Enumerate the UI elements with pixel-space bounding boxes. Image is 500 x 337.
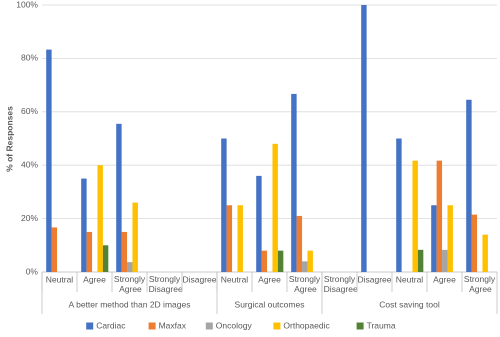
legend-swatch — [273, 322, 281, 330]
bar — [361, 5, 367, 272]
bar — [256, 175, 262, 272]
legend-swatch — [356, 322, 364, 330]
legend-label: Cardiac — [96, 320, 126, 330]
x-tick-label: Neutral — [221, 274, 249, 284]
bar — [86, 231, 93, 272]
bar — [272, 143, 278, 272]
bar — [296, 215, 303, 272]
bar — [396, 138, 402, 272]
legend-swatch — [148, 322, 156, 330]
bar — [277, 250, 284, 272]
group-label: Surgical outcomes — [235, 299, 305, 309]
y-tick-label: 100% — [16, 0, 38, 9]
bar — [307, 250, 313, 272]
bar — [81, 178, 87, 272]
x-tick-label: Strongly Disagree — [321, 274, 358, 294]
bar — [466, 99, 472, 272]
x-tick-label: Strongly Agree — [464, 274, 496, 294]
bar — [291, 93, 297, 272]
bar — [417, 249, 424, 272]
x-tick-label: Strongly Agree — [289, 274, 321, 294]
legend-label: Orthopaedic — [283, 320, 330, 330]
bar — [127, 262, 133, 272]
group-label: Cost saving tool — [379, 299, 440, 309]
bar — [102, 245, 109, 272]
bar — [302, 261, 308, 272]
bar — [226, 205, 233, 272]
bar — [412, 160, 418, 272]
bar — [237, 205, 243, 272]
bar — [221, 138, 227, 272]
bar — [482, 234, 488, 272]
y-tick-label: 60% — [21, 106, 38, 116]
bar — [46, 49, 52, 272]
legend-label: Trauma — [367, 320, 396, 330]
bar — [442, 249, 448, 272]
x-tick-label: Strongly Disagree — [146, 274, 183, 294]
x-tick-label: Disagree — [357, 274, 391, 284]
bar — [121, 231, 128, 272]
bar — [261, 250, 268, 272]
bar — [116, 123, 122, 272]
legend-label: Oncology — [216, 320, 253, 330]
y-tick-label: 20% — [21, 213, 38, 223]
y-axis-label: % of Responses — [4, 106, 14, 172]
x-tick-label: Agree — [83, 274, 106, 284]
legend-swatch — [86, 322, 94, 330]
legend-label: Maxfax — [159, 320, 187, 330]
x-tick-label: Agree — [258, 274, 281, 284]
bar — [431, 205, 437, 272]
x-tick-label: Neutral — [396, 274, 424, 284]
x-tick-label: Neutral — [46, 274, 74, 284]
bar — [97, 165, 103, 272]
x-tick-label: Agree — [433, 274, 456, 284]
x-tick-label: Disagree — [182, 274, 216, 284]
group-label: A better method than 2D images — [69, 299, 191, 309]
bar — [447, 205, 453, 272]
bar — [132, 202, 138, 272]
bar — [51, 227, 58, 272]
bar — [436, 160, 443, 272]
bar — [471, 214, 478, 272]
legend-swatch — [205, 322, 213, 330]
y-tick-label: 80% — [21, 53, 38, 63]
y-tick-label: 40% — [21, 159, 38, 169]
y-tick-label: 0% — [26, 266, 39, 276]
x-tick-label: Strongly Agree — [114, 274, 146, 294]
